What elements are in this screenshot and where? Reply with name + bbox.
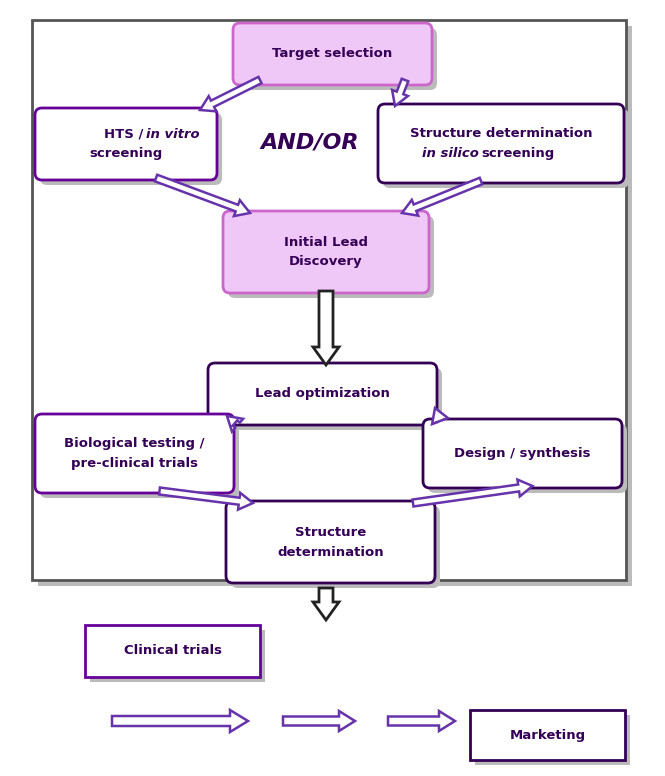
Text: screening: screening — [89, 147, 163, 161]
Bar — [38, 26, 632, 586]
FancyBboxPatch shape — [378, 104, 624, 183]
Bar — [85, 625, 260, 677]
Bar — [90, 630, 265, 682]
FancyBboxPatch shape — [40, 419, 239, 498]
Text: screening: screening — [481, 147, 554, 160]
Polygon shape — [388, 711, 455, 731]
Text: Lead optimization: Lead optimization — [255, 387, 390, 400]
Bar — [475, 715, 630, 765]
Polygon shape — [412, 480, 533, 507]
Text: determination: determination — [277, 546, 384, 559]
FancyBboxPatch shape — [231, 506, 440, 588]
FancyBboxPatch shape — [208, 363, 437, 425]
Text: Clinical trials: Clinical trials — [124, 645, 221, 657]
Polygon shape — [155, 175, 250, 216]
FancyBboxPatch shape — [213, 368, 442, 430]
Text: pre-clinical trials: pre-clinical trials — [71, 457, 198, 470]
Text: Design / synthesis: Design / synthesis — [454, 447, 591, 460]
Bar — [32, 20, 626, 580]
Polygon shape — [227, 416, 243, 431]
FancyBboxPatch shape — [223, 211, 429, 293]
Text: in vitro: in vitro — [146, 127, 200, 140]
Text: HTS /: HTS / — [104, 127, 148, 140]
Text: Initial Lead: Initial Lead — [284, 237, 368, 250]
FancyBboxPatch shape — [383, 109, 629, 188]
Text: AND/OR: AND/OR — [261, 132, 359, 152]
Text: Target selection: Target selection — [273, 47, 392, 61]
Polygon shape — [159, 487, 253, 510]
Text: Biological testing /: Biological testing / — [65, 437, 205, 450]
Polygon shape — [402, 178, 482, 216]
FancyBboxPatch shape — [233, 23, 432, 85]
FancyBboxPatch shape — [35, 108, 217, 180]
FancyBboxPatch shape — [238, 28, 437, 90]
Polygon shape — [392, 78, 408, 106]
Text: in silico: in silico — [422, 147, 479, 160]
FancyBboxPatch shape — [423, 419, 622, 488]
FancyBboxPatch shape — [40, 113, 222, 185]
Text: Discovery: Discovery — [289, 255, 363, 268]
Polygon shape — [313, 588, 339, 620]
FancyBboxPatch shape — [226, 501, 435, 583]
FancyBboxPatch shape — [228, 216, 434, 298]
FancyBboxPatch shape — [35, 414, 234, 493]
Polygon shape — [200, 77, 261, 111]
Polygon shape — [313, 291, 339, 365]
Text: Structure: Structure — [295, 525, 366, 539]
Polygon shape — [112, 710, 248, 732]
Polygon shape — [432, 408, 448, 424]
FancyBboxPatch shape — [428, 424, 627, 493]
Text: Marketing: Marketing — [509, 729, 586, 742]
Bar — [470, 710, 625, 760]
Text: Structure determination: Structure determination — [410, 127, 593, 140]
Polygon shape — [283, 711, 355, 731]
